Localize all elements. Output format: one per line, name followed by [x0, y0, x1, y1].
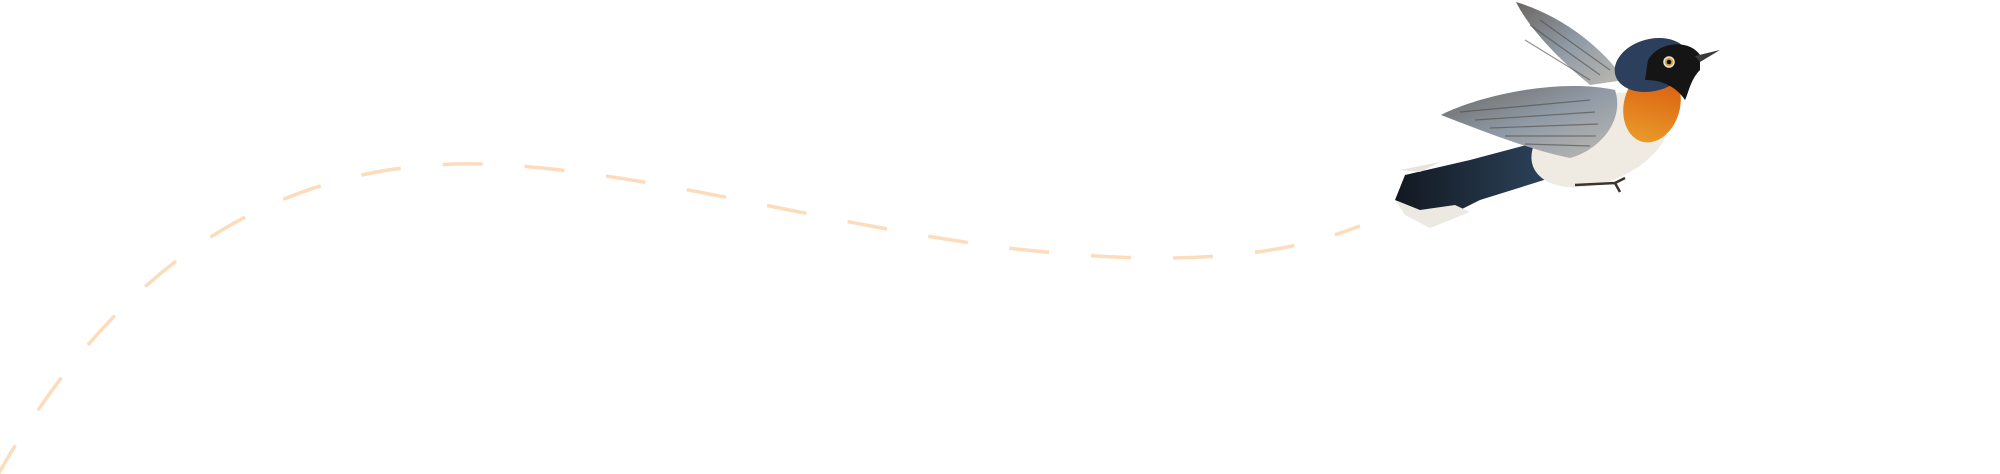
- bird-beak: [1695, 50, 1720, 62]
- bird-mask: [1645, 44, 1700, 100]
- dashed-flight-path: [0, 162, 1361, 474]
- bird-icon: [1395, 2, 1720, 228]
- bird-tail-tip: [1395, 200, 1470, 228]
- bird-lower-wing: [1441, 86, 1618, 158]
- bird-foot: [1574, 176, 1626, 193]
- bird-tail: [1395, 140, 1560, 225]
- bird-upper-wing: [1516, 2, 1625, 85]
